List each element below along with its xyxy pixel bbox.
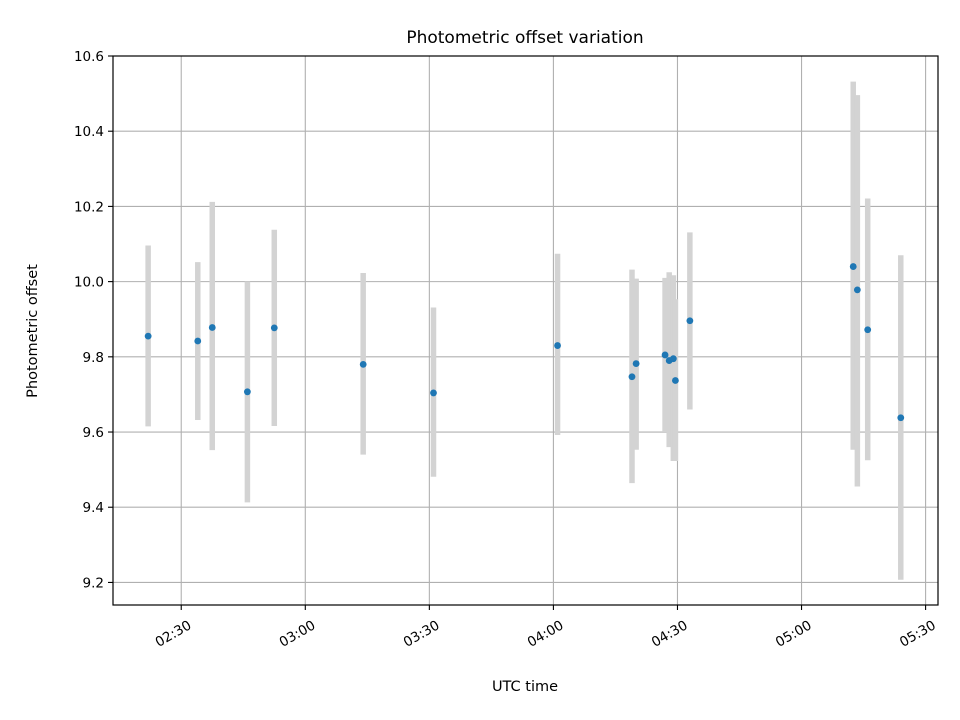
- data-point: [144, 332, 152, 340]
- data-point: [194, 337, 202, 345]
- plot-frame: [112, 55, 939, 606]
- data-point: [849, 263, 857, 270]
- data-point: [430, 389, 437, 397]
- y-axis-ticks: 9.2 9.4 9.6 9.8 10.0 10.2 10.4 10.6: [74, 49, 113, 591]
- data-point: [853, 286, 861, 294]
- data-point: [669, 355, 677, 363]
- data-point: [628, 373, 636, 381]
- y-tick-label: 10.6: [74, 49, 104, 65]
- y-tick-label: 9.6: [83, 425, 104, 441]
- data-points: [144, 263, 905, 422]
- data-point: [672, 377, 679, 384]
- y-tick-label: 10.2: [74, 199, 104, 215]
- y-tick-label: 10.4: [74, 124, 104, 140]
- y-tick-label: 9.8: [83, 350, 104, 366]
- data-point: [897, 414, 905, 422]
- x-axis-title: UTC time: [492, 679, 558, 695]
- y-tick-label: 9.2: [83, 575, 104, 591]
- data-point: [359, 360, 367, 368]
- data-point: [270, 324, 278, 332]
- data-point: [661, 351, 669, 359]
- y-tick-label: 9.4: [83, 500, 104, 516]
- data-point: [208, 324, 216, 331]
- data-point: [243, 388, 251, 396]
- y-tick-label: 10.0: [74, 275, 104, 291]
- data-point: [864, 326, 872, 334]
- y-axis-title: Photometric offset: [25, 264, 41, 398]
- chart-title: Photometric offset variation: [406, 28, 643, 48]
- data-point: [632, 360, 640, 367]
- data-point: [554, 342, 561, 349]
- data-point: [686, 317, 694, 325]
